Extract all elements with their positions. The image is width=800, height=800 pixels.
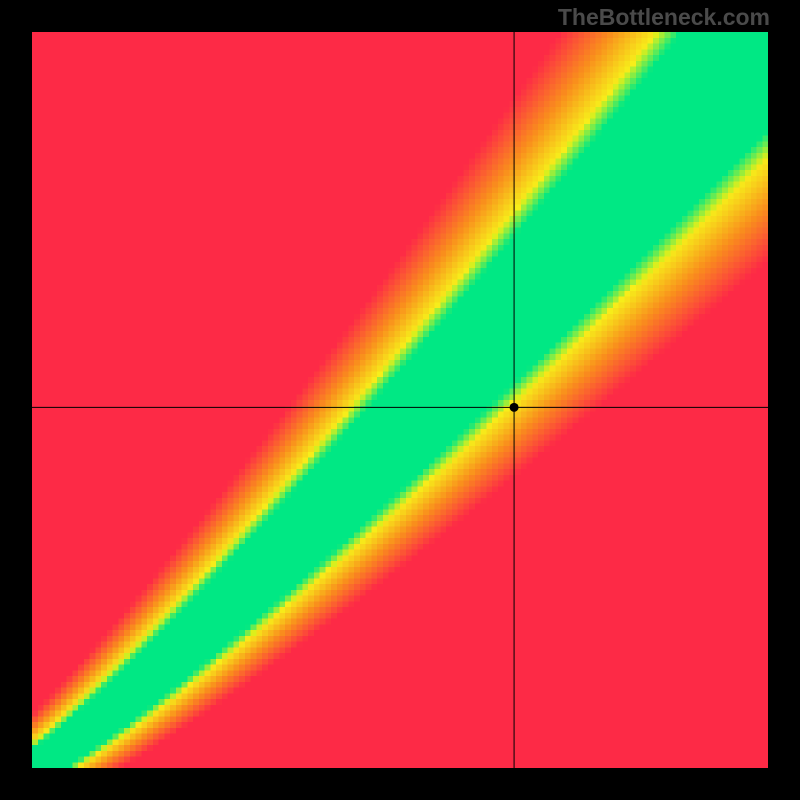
bottleneck-heatmap: [32, 32, 768, 768]
watermark-text: TheBottleneck.com: [558, 4, 770, 31]
chart-container: TheBottleneck.com: [0, 0, 800, 800]
